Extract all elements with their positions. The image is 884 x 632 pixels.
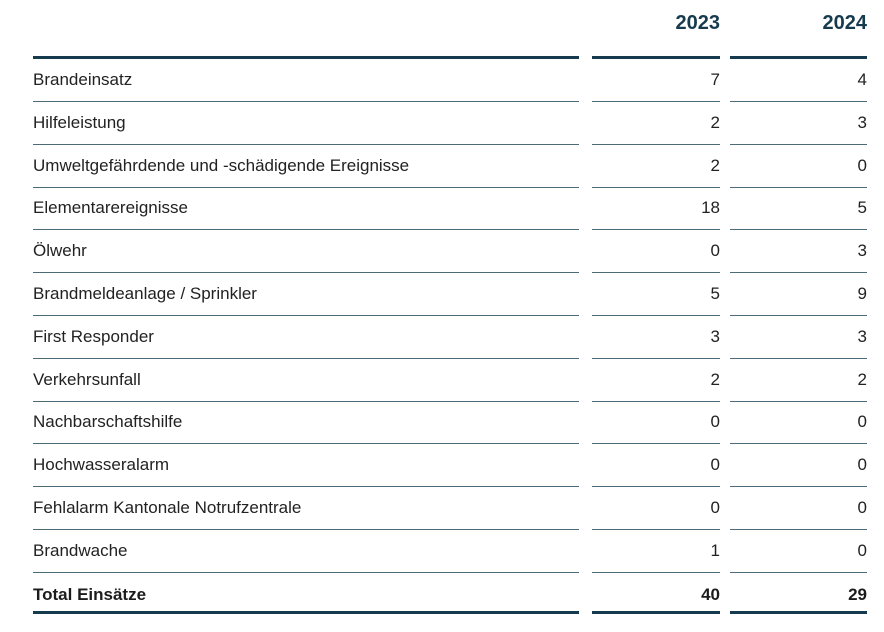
row-label: Brandeinsatz: [33, 70, 133, 89]
header-rule-2024-column: [730, 56, 867, 59]
table-row: Nachbarschaftshilfe 0 0: [0, 401, 884, 445]
column-header-2023: 2023: [675, 12, 721, 34]
row-divider-label-column: [33, 400, 579, 402]
row-divider-2023-column: [592, 571, 720, 573]
row-value-2024: 0: [857, 498, 867, 517]
row-value-2024: 0: [857, 455, 867, 475]
row-value-2024: 3: [857, 241, 867, 261]
row-value-2023: 0: [710, 241, 720, 261]
row-label: Fehlalarm Kantonale Notrufzentrale: [33, 498, 302, 517]
row-divider-label-column: [33, 529, 579, 530]
row-label: Hochwasseralarm: [33, 455, 170, 475]
row-value-2024: 3: [857, 326, 867, 346]
row-value-2024: 0: [857, 155, 867, 175]
row-divider-label-column: [33, 272, 579, 274]
row-divider-2023-column: [592, 443, 720, 445]
footer-rule-label-column: [33, 611, 579, 614]
row-divider-2023-column: [592, 272, 720, 274]
table-row: Ölwehr 0 3: [0, 230, 884, 274]
row-divider-label-column: [33, 143, 579, 145]
row-divider-2024-column: [730, 529, 867, 530]
row-value-2023: 2: [710, 112, 720, 132]
row-divider-label-column: [33, 486, 579, 488]
table-row: Brandwache 1 0: [0, 530, 884, 573]
row-label: Umweltgefährdende und -schädigende Ereig…: [33, 155, 410, 175]
row-divider-label-column: [33, 186, 579, 188]
footer-rule-2024-column: [730, 611, 867, 614]
row-value-2023: 1: [710, 540, 720, 560]
row-value-2023: 7: [710, 70, 720, 89]
row-label: Brandmeldeanlage / Sprinkler: [33, 284, 257, 303]
row-divider-2023-column: [592, 315, 720, 316]
row-value-2024: 2: [857, 369, 867, 389]
table-row: Umweltgefährdende und -schädigende Ereig…: [0, 145, 884, 188]
row-label: First Responder: [33, 326, 154, 346]
row-label: Brandwache: [33, 540, 128, 560]
row-value-2023: 18: [701, 198, 720, 218]
row-divider-2024-column: [730, 229, 867, 231]
row-divider-2023-column: [592, 486, 720, 488]
header-rule-2023-column: [592, 56, 720, 59]
row-value-2023: 2: [710, 369, 720, 389]
row-value-2023: 2: [710, 155, 720, 175]
table-row: First Responder 3 3: [0, 316, 884, 359]
row-divider-2024-column: [730, 272, 867, 274]
row-divider-label-column: [33, 571, 579, 573]
row-label: Nachbarschaftshilfe: [33, 412, 183, 432]
row-divider-2024-column: [730, 101, 867, 102]
table-row: Fehlalarm Kantonale Notrufzentrale 0 0: [0, 487, 884, 530]
row-divider-2023-column: [592, 101, 720, 102]
total-row: Total Einsätze 40 29: [0, 582, 884, 625]
table-row: Hochwasseralarm 0 0: [0, 444, 884, 488]
row-label: Hilfeleistung: [33, 112, 126, 132]
row-divider-2023-column: [592, 229, 720, 231]
row-value-2024: 4: [857, 70, 867, 89]
row-value-2024: 3: [857, 112, 867, 132]
row-divider-label-column: [33, 229, 579, 231]
footer-rule-2023-column: [592, 611, 720, 614]
row-label: Elementarereignisse: [33, 198, 188, 218]
row-divider-2023-column: [592, 357, 720, 359]
row-divider-2024-column: [730, 315, 867, 316]
table-row: Brandmeldeanlage / Sprinkler 5 9: [0, 273, 884, 316]
row-value-2024: 0: [857, 412, 867, 432]
row-divider-label-column: [33, 101, 579, 102]
table-row: Elementarereignisse 18 5: [0, 187, 884, 231]
row-divider-2023-column: [592, 186, 720, 188]
row-value-2024: 5: [857, 198, 867, 218]
row-divider-label-column: [33, 357, 579, 359]
row-value-2023: 3: [710, 326, 720, 346]
total-value-2024: 29: [848, 585, 867, 604]
total-value-2023: 40: [701, 585, 720, 604]
total-label: Total Einsätze: [33, 585, 147, 604]
row-value-2024: 0: [857, 540, 867, 560]
table-row: Verkehrsunfall 2 2: [0, 359, 884, 402]
row-label: Ölwehr: [33, 241, 87, 261]
row-value-2023: 5: [710, 284, 720, 303]
row-divider-2024-column: [730, 186, 867, 188]
row-divider-2023-column: [592, 143, 720, 145]
row-divider-2024-column: [730, 486, 867, 488]
row-value-2024: 9: [857, 284, 867, 303]
column-header-2024: 2024: [822, 12, 868, 34]
row-divider-2024-column: [730, 571, 867, 573]
row-divider-2023-column: [592, 529, 720, 530]
table-row: Brandeinsatz 7 4: [0, 59, 884, 102]
row-label: Verkehrsunfall: [33, 369, 141, 389]
row-value-2023: 0: [710, 498, 720, 517]
row-divider-2024-column: [730, 400, 867, 402]
row-divider-2023-column: [592, 400, 720, 402]
row-divider-2024-column: [730, 357, 867, 359]
row-value-2023: 0: [710, 455, 720, 475]
table-row: Hilfeleistung 2 3: [0, 102, 884, 145]
row-divider-2024-column: [730, 443, 867, 445]
row-value-2023: 0: [710, 412, 720, 432]
header-rule-label-column: [33, 56, 579, 59]
row-divider-label-column: [33, 315, 579, 316]
row-divider-label-column: [33, 443, 579, 445]
row-divider-2024-column: [730, 143, 867, 145]
